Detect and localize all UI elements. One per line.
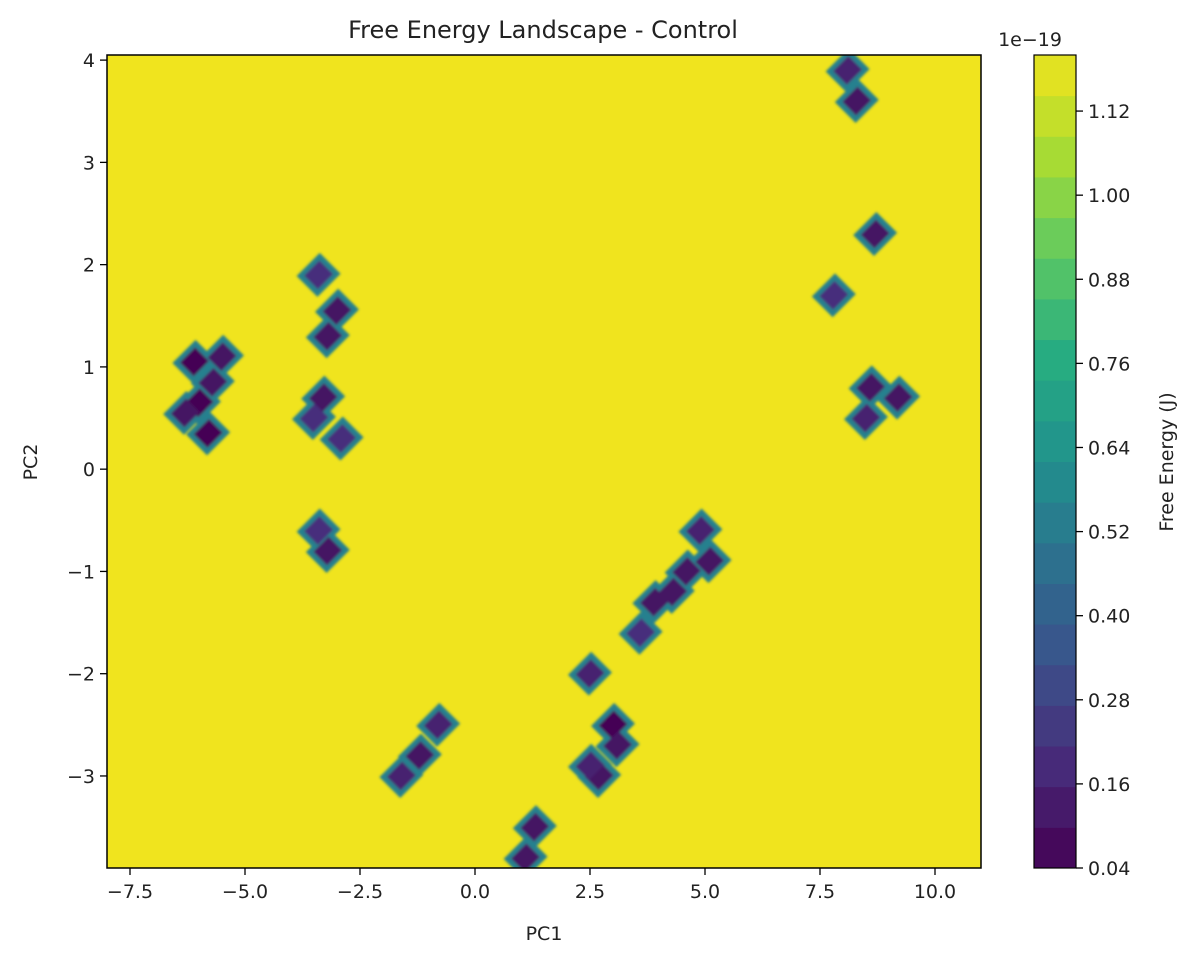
heatmap-cell: [170, 398, 200, 428]
colorbar-tick-label: 1.12: [1088, 101, 1130, 123]
colorbar-frame: [1033, 54, 1077, 869]
x-axis-label: PC1: [526, 923, 563, 945]
x-tick-label: −2.5: [337, 881, 383, 903]
heatmap-cell: [819, 280, 849, 310]
y-tick-label: −3: [67, 766, 95, 788]
y-tick-label: −2: [67, 664, 95, 686]
y-tick-label: 4: [83, 50, 95, 72]
colorbar-band: [1034, 502, 1076, 544]
plot-frame: [106, 54, 982, 869]
y-tick-label: 0: [83, 459, 95, 481]
heatmap-background: [107, 55, 981, 868]
chart-title: Free Energy Landscape - Control: [348, 16, 738, 44]
x-tick-label: −5.0: [222, 881, 268, 903]
heatmap-cell: [511, 843, 541, 868]
heatmap-cell: [386, 761, 416, 791]
colorbar-tick-label: 0.40: [1088, 606, 1130, 628]
colorbar-tick-label: 0.88: [1088, 269, 1130, 291]
heatmap-cell: [304, 260, 334, 290]
colorbar-label: Free Energy (J): [1156, 392, 1178, 531]
heatmap-cell: [308, 383, 338, 413]
heatmap-cell: [575, 751, 605, 781]
x-tick-label: 10.0: [914, 881, 956, 903]
colorbar-band: [1034, 420, 1076, 462]
colorbar-band: [1034, 461, 1076, 503]
colorbar-ticks: 0.04 0.16 0.28 0.40 0.52 0.64 0.76 0.88 1.00 1.12: [1076, 101, 1130, 880]
colorbar-tick-label: 0.76: [1088, 353, 1130, 375]
heatmap-cell: [313, 321, 343, 351]
colorbar-tick-label: 0.28: [1088, 690, 1130, 712]
heatmap-cell: [327, 424, 357, 453]
colorbar-band: [1034, 786, 1076, 828]
colorbar-tick-label: 0.16: [1088, 774, 1130, 796]
colorbar: [1034, 55, 1076, 869]
heatmap-cell: [672, 557, 702, 586]
heatmap-cell: [322, 296, 352, 326]
colorbar-band: [1034, 746, 1076, 788]
heatmap-cell: [856, 372, 886, 402]
colorbar-band: [1034, 542, 1076, 584]
colorbar-tick-label: 1.00: [1088, 185, 1130, 207]
colorbar-tick-label: 0.52: [1088, 522, 1130, 544]
x-tick-label: 5.0: [690, 881, 720, 903]
heatmap-cell: [584, 761, 614, 791]
heatmap-cell: [405, 741, 435, 770]
y-tick-label: 3: [83, 152, 95, 174]
heatmap-cell: [198, 367, 228, 397]
colorbar-tick-label: 0.64: [1088, 437, 1130, 459]
colorbar-band: [1034, 176, 1076, 219]
y-axis-label: PC2: [20, 444, 42, 481]
colorbar-band: [1034, 339, 1076, 381]
heatmap-cell: [695, 546, 725, 576]
heatmap-cell: [575, 659, 605, 689]
heatmap-cell: [520, 812, 550, 842]
heatmap-area: [107, 55, 981, 868]
heatmap-cell: [304, 516, 334, 545]
heatmap-cell: [685, 516, 715, 545]
colorbar-band: [1034, 624, 1076, 666]
heatmap-cell: [423, 710, 453, 740]
heatmap-cell: [833, 55, 863, 85]
y-axis-ticks: −3 −2 −1 0 1 2 3 4: [67, 50, 107, 788]
x-tick-label: −7.5: [107, 881, 153, 903]
heatmap-cell: [658, 577, 688, 607]
heatmap-cell: [851, 403, 881, 433]
heatmap-cell: [207, 342, 237, 372]
heatmap-cells: [163, 55, 921, 868]
heatmap-cell: [883, 383, 913, 413]
colorbar-band: [1034, 583, 1076, 625]
heatmap-cell: [313, 536, 343, 566]
heatmap-cell: [842, 86, 872, 116]
colorbar-band: [1034, 298, 1076, 341]
heatmap-cell: [603, 730, 633, 760]
colorbar-band: [1034, 827, 1076, 869]
heatmap-cell: [626, 618, 656, 648]
x-tick-label: 0.0: [460, 881, 490, 903]
heatmap-cell: [299, 403, 329, 433]
x-axis-ticks: −7.5 −5.0 −2.5 0.0 2.5 5.0 7.5 10.0: [107, 868, 956, 903]
colorbar-band: [1034, 705, 1076, 747]
y-tick-label: 1: [83, 357, 95, 379]
y-tick-label: 2: [83, 255, 95, 277]
colorbar-band: [1034, 217, 1076, 259]
heatmap-cell: [193, 418, 223, 448]
y-tick-label: −1: [67, 561, 95, 583]
x-tick-label: 2.5: [575, 881, 605, 903]
heatmap-cell: [860, 219, 890, 249]
colorbar-band: [1034, 55, 1076, 97]
colorbar-band: [1034, 664, 1076, 706]
colorbar-tick-label: 0.04: [1088, 858, 1130, 880]
colorbar-band: [1034, 380, 1076, 422]
colorbar-band: [1034, 136, 1076, 178]
colorbar-band: [1034, 95, 1076, 137]
x-tick-label: 7.5: [805, 881, 835, 903]
colorbar-band: [1034, 258, 1076, 300]
colorbar-offset-label: 1e−19: [998, 29, 1062, 51]
heatmap-cell: [179, 347, 209, 377]
heatmap-cell: [598, 710, 628, 740]
